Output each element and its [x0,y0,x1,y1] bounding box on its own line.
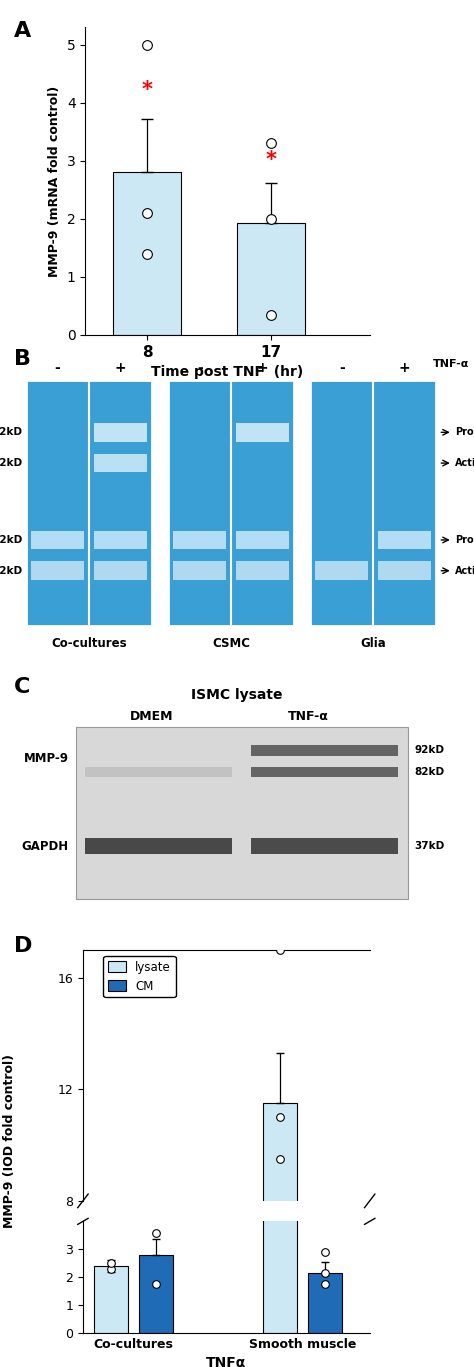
Bar [139,1345,173,1367]
X-axis label: TNFα: TNFα [206,1356,246,1367]
Text: -: - [55,361,60,376]
Bar [251,838,398,854]
Text: B: B [14,349,31,369]
Bar [94,424,146,442]
Text: 82kD: 82kD [415,767,445,776]
Bar [378,562,431,580]
Bar [94,530,146,550]
Text: 92kD: 92kD [415,745,445,756]
Text: CSMC: CSMC [212,637,250,649]
Bar [31,530,84,550]
Text: C: C [14,677,31,697]
Text: Active-MMP-2: Active-MMP-2 [455,566,474,576]
Bar [308,1364,342,1367]
Bar [113,172,181,335]
Bar [236,562,289,580]
Bar [316,562,368,580]
Text: 62kD: 62kD [0,566,23,576]
Bar [310,380,436,626]
Bar [139,1255,173,1333]
Legend: lysate, CM: lysate, CM [103,956,175,998]
Bar [31,562,84,580]
Text: +: + [399,361,410,376]
X-axis label: Time post TNF  (hr): Time post TNF (hr) [151,365,304,379]
Text: Active-MMP-9: Active-MMP-9 [455,458,474,468]
Bar [94,1357,128,1367]
Bar [85,838,232,854]
Text: DMEM: DMEM [130,709,173,723]
Bar [85,767,232,778]
Text: Pro-MMP-9: Pro-MMP-9 [455,428,474,437]
Text: -: - [339,361,345,376]
Text: GAPDH: GAPDH [22,839,69,853]
Bar [173,562,226,580]
Bar [251,745,398,756]
Text: -: - [197,361,202,376]
Text: *: * [142,79,153,100]
Y-axis label: MMP-9 (mRNA fold control): MMP-9 (mRNA fold control) [48,86,61,276]
Bar [308,1273,342,1333]
Bar [236,424,289,442]
Text: D: D [14,936,33,957]
Text: Co-cultures: Co-cultures [51,637,127,649]
Bar [76,726,408,899]
Bar [263,1013,297,1333]
Text: Pro-MMP-2: Pro-MMP-2 [455,534,474,545]
Text: A: A [14,21,31,41]
Bar [251,767,398,778]
Text: MMP-9: MMP-9 [24,752,69,766]
Bar [94,1266,128,1333]
Bar [236,530,289,550]
Text: +: + [256,361,268,376]
Text: *: * [265,149,276,170]
Bar [26,380,152,626]
Text: 82kD: 82kD [0,458,23,468]
Text: 92kD: 92kD [0,428,23,437]
Text: 37kD: 37kD [415,841,445,852]
Text: TNF-α: TNF-α [433,360,469,369]
Bar [94,454,146,472]
Bar [237,223,305,335]
Text: ISMC lysate: ISMC lysate [191,688,283,703]
Text: +: + [114,361,126,376]
Bar [94,562,146,580]
Text: MMP-9 (IOD fold control): MMP-9 (IOD fold control) [3,1054,16,1229]
Bar [378,530,431,550]
Text: TNF-α: TNF-α [288,709,328,723]
Bar [168,380,294,626]
Bar [173,530,226,550]
Bar [263,1103,297,1367]
Text: Glia: Glia [360,637,386,649]
Text: 72kD: 72kD [0,534,23,545]
